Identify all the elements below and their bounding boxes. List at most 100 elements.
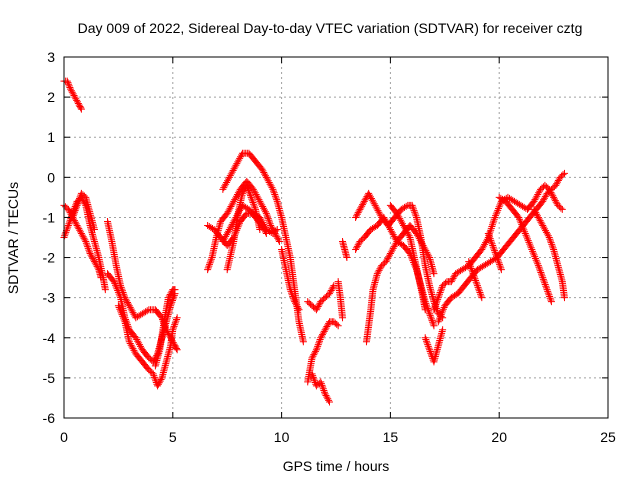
data-point [438, 309, 446, 317]
data-point [70, 217, 78, 225]
data-point [205, 260, 213, 268]
data-point [359, 201, 367, 209]
data-point [170, 293, 178, 301]
data-point [113, 285, 121, 293]
y-tick-label: 3 [47, 49, 55, 65]
data-point [93, 262, 101, 270]
data-point [537, 270, 545, 278]
data-point [478, 294, 486, 302]
data-point [155, 379, 163, 387]
data-point [325, 398, 333, 406]
data-point [492, 252, 500, 260]
data-point [65, 80, 73, 88]
data-point [74, 100, 82, 108]
data-point [558, 205, 566, 213]
data-point [84, 244, 92, 252]
data-point [314, 302, 322, 310]
data-point [408, 201, 416, 209]
data-point [546, 235, 554, 243]
data-point [468, 266, 476, 274]
data-point [423, 339, 431, 347]
data-point [534, 213, 542, 221]
data-point [206, 259, 214, 267]
data-point [77, 229, 85, 237]
data-point [71, 208, 79, 216]
data-point [293, 302, 301, 310]
data-point [529, 249, 537, 257]
data-point [62, 228, 70, 236]
data-point [429, 318, 437, 326]
data-point [352, 244, 360, 252]
data-point [63, 225, 71, 233]
data-point [496, 260, 504, 268]
x-tick-label: 15 [383, 429, 399, 445]
y-tick-label: -3 [43, 290, 56, 306]
data-point [289, 294, 297, 302]
data-point [170, 322, 178, 330]
data-point [436, 314, 444, 322]
data-point [551, 197, 559, 205]
data-point [422, 335, 430, 343]
data-point [557, 204, 565, 212]
data-point [436, 290, 444, 298]
data-point [439, 307, 447, 315]
data-point [531, 207, 539, 215]
data-point [432, 301, 440, 309]
data-point [259, 167, 267, 175]
data-point [495, 203, 503, 211]
data-point [79, 233, 87, 241]
data-point [495, 259, 503, 267]
data-point [72, 95, 80, 103]
data-point [322, 324, 330, 332]
data-point [467, 263, 475, 271]
data-point [75, 196, 83, 204]
data-point [73, 221, 81, 229]
data-point [484, 229, 492, 237]
data-point [204, 266, 212, 274]
data-point [524, 237, 532, 245]
data-point [172, 317, 180, 325]
data-point [173, 315, 181, 323]
data-point [115, 290, 123, 298]
plot-frame [63, 56, 609, 419]
data-point [546, 293, 554, 301]
data-point [450, 273, 458, 281]
data-point [487, 236, 495, 244]
data-point [533, 210, 541, 218]
data-point [488, 240, 496, 248]
data-point [552, 181, 560, 189]
data-point [490, 217, 498, 225]
data-point [426, 310, 434, 318]
data-point [356, 205, 364, 213]
data-point [522, 231, 530, 239]
data-point [536, 217, 544, 225]
data-point [542, 284, 550, 292]
data-point [272, 194, 280, 202]
chart-title: Day 009 of 2022, Sidereal Day-to-day VTE… [78, 20, 583, 36]
data-point [150, 373, 158, 381]
data-point [553, 180, 561, 188]
data-point [421, 306, 429, 314]
data-point [327, 286, 335, 294]
data-point [405, 232, 413, 240]
data-point [273, 225, 281, 233]
data-point [430, 322, 438, 330]
data-point [314, 341, 322, 349]
data-point [442, 279, 450, 287]
data-point [274, 234, 282, 242]
data-point [267, 221, 275, 229]
data-point [73, 98, 81, 106]
data-point [310, 375, 318, 383]
data-point [111, 281, 119, 289]
data-point [245, 188, 253, 196]
data-point [497, 266, 505, 274]
data-point [494, 206, 502, 214]
data-point [124, 298, 132, 306]
data-point [77, 228, 85, 236]
data-point [265, 216, 273, 224]
data-point [539, 274, 547, 282]
data-point [85, 248, 93, 256]
data-point [537, 268, 545, 276]
data-point [286, 286, 294, 294]
data-point [530, 205, 538, 213]
